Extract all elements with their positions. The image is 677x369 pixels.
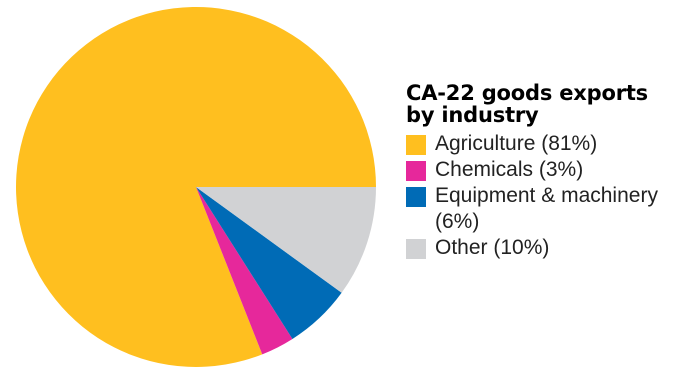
- legend-item-other: Other (10%): [406, 235, 671, 261]
- pie-chart: [15, 6, 377, 367]
- legend: CA-22 goods exports by industry Agricult…: [406, 82, 671, 261]
- legend-swatch-chemicals: [406, 161, 426, 181]
- legend-item-agriculture: Agriculture (81%): [406, 131, 671, 157]
- legend-item-equipment-machinery: Equipment & machinery (6%): [406, 183, 671, 235]
- legend-swatch-agriculture: [406, 135, 426, 155]
- legend-label-equipment-machinery: Equipment & machinery (6%): [435, 184, 658, 233]
- legend-swatch-equipment-machinery: [406, 187, 426, 207]
- pie-slice-other: [196, 187, 376, 293]
- legend-swatch-other: [406, 239, 426, 259]
- legend-label-other: Other (10%): [435, 236, 550, 259]
- legend-item-chemicals: Chemicals (3%): [406, 157, 671, 183]
- pie-slice-agriculture: [15, 6, 377, 367]
- pie-slice-chemicals: [196, 187, 293, 355]
- pie-slice-equipment-machinery: [196, 187, 342, 339]
- chart-title: CA-22 goods exports by industry: [406, 81, 648, 127]
- legend-label-agriculture: Agriculture (81%): [435, 132, 598, 155]
- legend-label-chemicals: Chemicals (3%): [435, 158, 584, 181]
